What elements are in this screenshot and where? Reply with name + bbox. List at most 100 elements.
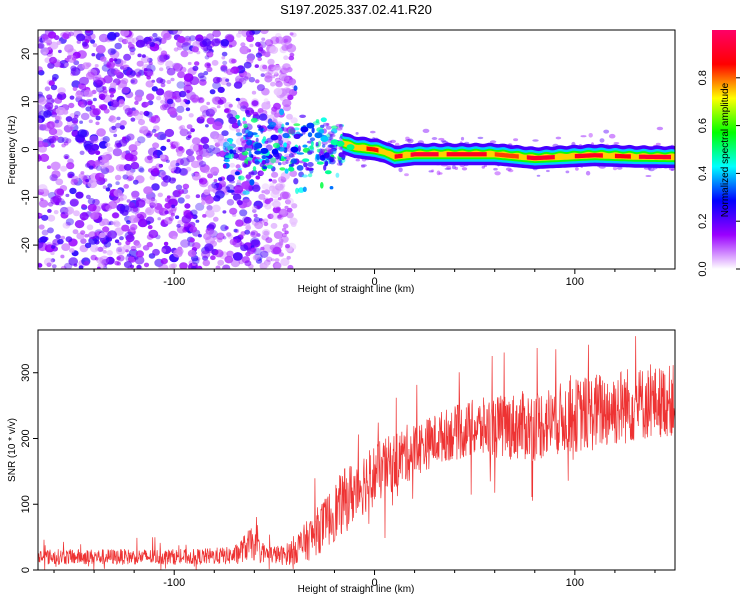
spectrogram-hot-segment [494, 152, 519, 159]
spectrogram-noise-blob [136, 264, 142, 269]
spectrogram-hot-segment [394, 153, 403, 159]
spectrogram-noise-blob [211, 181, 220, 189]
spectrogram-noise-blob [197, 265, 203, 269]
spectrogram-transition-blob [297, 187, 305, 193]
spectrogram-noise-blob [185, 194, 191, 199]
spectrogram-noise-blob [129, 50, 135, 56]
spectrogram-noise-blob [155, 163, 162, 169]
spectrogram-noise-blob [273, 88, 283, 96]
spectrogram-noise-blob [95, 79, 103, 87]
spectrogram-noise-blob [179, 128, 189, 137]
spectrogram-halo-blob [612, 166, 618, 171]
spectrogram-noise-blob [107, 48, 116, 56]
spectrogram-noise-blob [288, 79, 296, 85]
spectrogram-noise-blob [115, 122, 122, 129]
spectrogram-transition-blob [262, 166, 268, 170]
spectrogram-noise-blob [50, 258, 56, 263]
spectrogram-noise-blob [173, 62, 182, 70]
spectrogram-noise-blob [96, 266, 101, 269]
spectrogram-noise-blob [117, 242, 122, 246]
spectrogram-transition-blob [266, 164, 274, 169]
spectrogram-noise-blob [51, 170, 61, 179]
spectrogram-noise-blob [84, 233, 89, 238]
spectrogram-noise-blob [46, 42, 51, 46]
spectrogram-noise-blob [79, 120, 83, 124]
spectrogram-noise-blob [270, 109, 277, 115]
spectrogram-noise-blob [202, 143, 209, 150]
spectrogram-transition-blob [326, 133, 332, 138]
spectrogram-noise-blob [102, 86, 107, 90]
spectrogram-noise-blob [220, 39, 230, 47]
spectrogram-transition-blob [237, 119, 241, 127]
spectrogram-noise-blob [106, 146, 114, 153]
colorbar-tick-label: 0.0 [697, 261, 709, 276]
spectrogram-noise-blob [281, 191, 291, 200]
spectrogram-hot-segment [366, 146, 379, 153]
spectrogram-transition-blob [247, 131, 252, 137]
spectrogram-noise-blob [47, 135, 57, 145]
spectrogram-transition-blob [268, 121, 277, 127]
spectrogram-hot-segment [526, 155, 555, 161]
spectrogram-noise-blob [114, 58, 122, 65]
spectrogram-noise-blob [168, 164, 177, 172]
spectrogram-noise-blob [164, 128, 175, 138]
spectrogram-noise-blob [47, 201, 54, 207]
spectrogram-noise-blob [274, 262, 282, 269]
spectrogram-noise-blob [133, 217, 140, 223]
spectrogram-noise-blob [291, 203, 298, 209]
spectrogram-noise-blob [209, 113, 214, 118]
spectrogram-noise-blob [43, 110, 52, 118]
spectrogram-noise-blob [125, 249, 129, 253]
spectrogram-noise-blob [288, 55, 295, 61]
spectrogram-noise-blob [65, 116, 73, 122]
spectrogram-noise-blob [91, 89, 97, 95]
spectrogram-noise-blob [64, 208, 73, 216]
spectrogram-noise-blob [102, 250, 107, 254]
spectrogram-noise-blob [38, 213, 43, 217]
spectrogram-noise-blob [252, 111, 259, 117]
spectrogram-noise-blob [99, 165, 110, 174]
spectrogram-noise-blob [145, 101, 150, 106]
spectrogram-noise-blob [260, 30, 269, 35]
spectrogram-x-tick-label: 100 [566, 276, 584, 288]
spectrogram-transition-blob [270, 157, 277, 164]
spectrogram-noise-blob [173, 47, 179, 52]
colorbar-tick-label: 0.4 [697, 166, 709, 181]
spectrogram-noise-blob [159, 67, 164, 72]
spectrogram-noise-blob [114, 58, 124, 67]
spectrogram-noise-blob [228, 103, 233, 108]
spectrogram-noise-blob [186, 154, 195, 163]
spectrogram-noise-blob [238, 30, 243, 34]
spectrogram-noise-blob [135, 250, 144, 258]
snr-frame [37, 329, 676, 571]
spectrogram-noise-blob [229, 238, 238, 246]
spectrogram-noise-blob [100, 165, 106, 170]
spectrogram-noise-blob [88, 236, 98, 245]
spectrogram-noise-blob [231, 58, 237, 64]
spectrogram-noise-blob [199, 75, 207, 82]
spectrogram-noise-blob [257, 57, 263, 62]
spectrogram-halo-blob [489, 140, 497, 144]
spectrogram-noise-blob [261, 183, 270, 190]
spectrogram-noise-blob [123, 184, 129, 189]
spectrogram-marks [38, 30, 675, 269]
spectrogram-noise-blob [165, 90, 174, 97]
spectrogram-transition-blob [316, 148, 320, 153]
spectrogram-transition-blob [324, 170, 332, 175]
spectrogram-noise-blob [222, 210, 227, 214]
spectrogram-noise-blob [210, 166, 220, 175]
spectrogram-noise-blob [157, 217, 161, 221]
spectrogram-noise-blob [60, 200, 66, 205]
spectrogram-transition-blob [278, 162, 282, 166]
spectrogram-noise-blob [97, 246, 104, 252]
figure-title: S197.2025.337.02.41.R20 [280, 2, 432, 17]
spectrogram-halo-blob [508, 169, 514, 173]
spectrogram-noise-blob [102, 94, 113, 103]
spectrogram-noise-blob [199, 79, 207, 86]
spectrogram-transition-blob [330, 148, 337, 155]
spectrogram-noise-blob [57, 238, 64, 245]
spectrogram-noise-blob [170, 144, 176, 150]
spectrogram-noise-blob [139, 126, 149, 135]
spectrogram-halo-blob [428, 170, 434, 173]
spectrogram-transition-blob [249, 179, 255, 186]
